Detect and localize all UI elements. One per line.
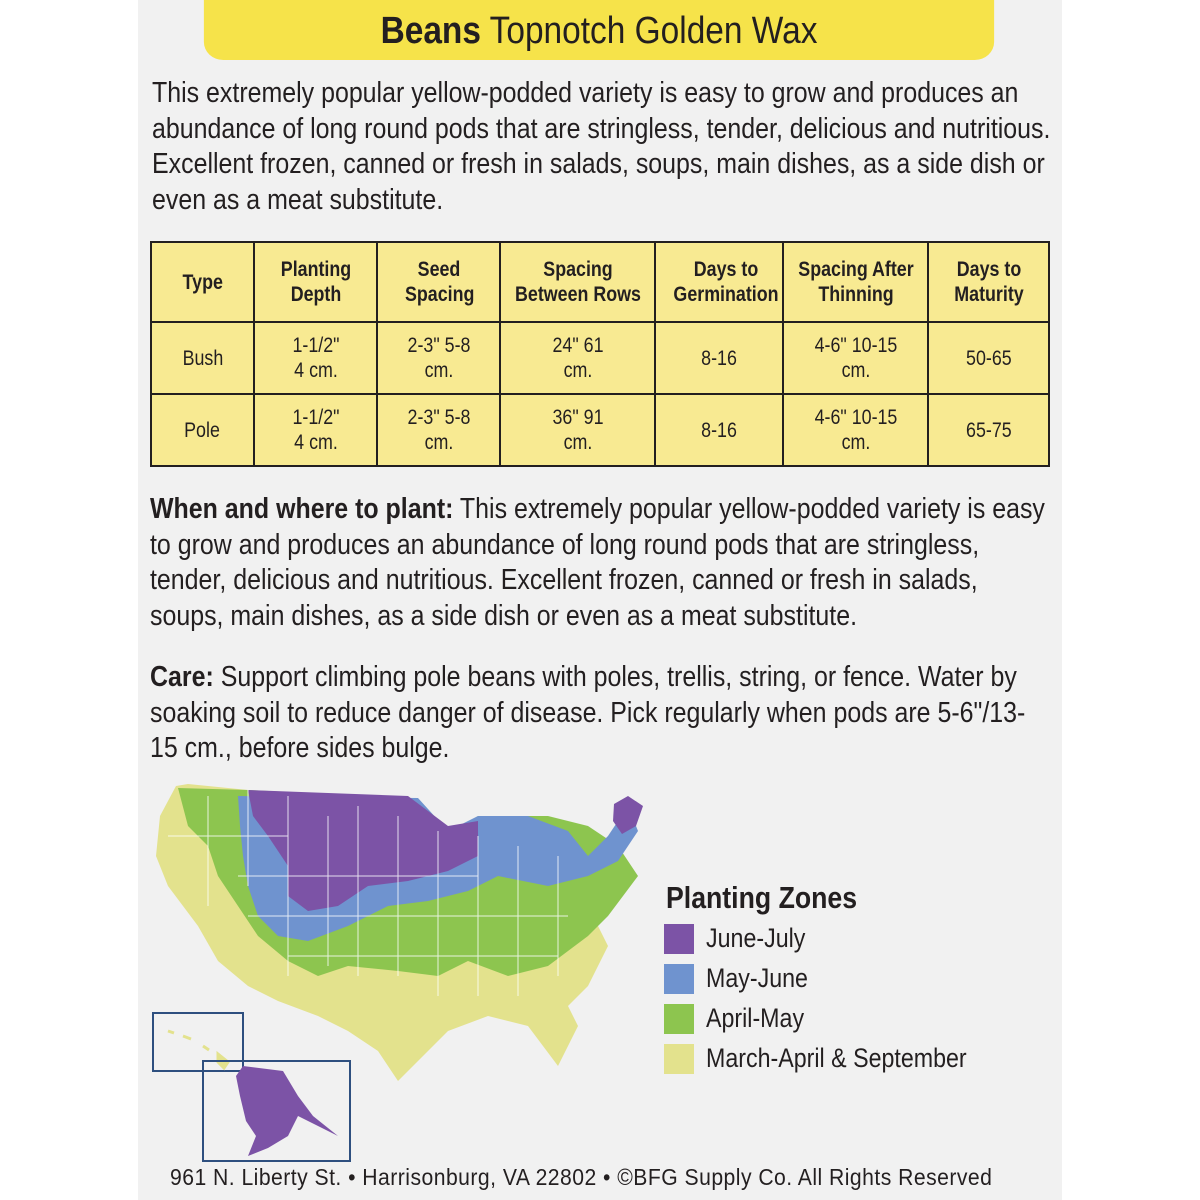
header-spacing-between-rows: Spacing Between Rows <box>499 241 656 323</box>
title-variety: Topnotch Golden Wax <box>489 10 818 52</box>
legend-label: April-May <box>706 1003 805 1033</box>
header-spacing-after-thinning: Spacing After Thinning <box>782 241 929 323</box>
table-row: Pole 1-1/2" 4 cm. 2-3" 5-8 cm. 36" 91 cm… <box>150 393 1050 467</box>
hawaii-islands <box>167 1029 231 1071</box>
planting-zones-map <box>152 784 643 1162</box>
legend-label: May-June <box>706 963 808 993</box>
when-text: This extremely popular yellow-podded var… <box>150 493 1045 632</box>
care-paragraph: Care: Support climbing pole beans with p… <box>150 660 1053 767</box>
table-cell: Bush <box>150 321 255 395</box>
table-cell: 8-16 <box>654 321 784 395</box>
zone-june-july-maine <box>613 796 643 834</box>
header-days-to-maturity: Days to Maturity <box>927 241 1050 323</box>
legend-swatch-march-april-september <box>664 1044 694 1074</box>
table-cell: 8-16 <box>654 393 784 467</box>
table-row: Bush 1-1/2" 4 cm. 2-3" 5-8 cm. 24" 61 cm… <box>150 321 1050 395</box>
legend-label: June-July <box>706 923 806 953</box>
care-label: Care: <box>150 661 214 693</box>
legend-swatch-april-may <box>664 1004 694 1034</box>
table-cell: 4-6" 10-15 cm. <box>782 321 929 395</box>
intro-paragraph: This extremely popular yellow-podded var… <box>152 77 1051 216</box>
table-cell: 36" 91 cm. <box>499 393 656 467</box>
table-cell: 24" 61 cm. <box>499 321 656 395</box>
when-label: When and where to plant: <box>150 493 454 525</box>
alaska-inset-frame <box>202 1060 351 1162</box>
legend-swatch-may-june <box>664 964 694 994</box>
header-seed-spacing: Seed Spacing <box>376 241 501 323</box>
legend-title: Planting Zones <box>666 880 858 915</box>
planting-table: Type Planting Depth Seed Spacing Spacing… <box>150 241 1050 467</box>
table-cell: 1-1/2" 4 cm. <box>253 321 378 395</box>
table-header-row: Type Planting Depth Seed Spacing Spacing… <box>150 241 1050 323</box>
when-to-plant-paragraph: When and where to plant: This extremely … <box>150 492 1053 634</box>
alaska-shape <box>236 1066 338 1156</box>
header-planting-depth: Planting Depth <box>253 241 378 323</box>
zone-june-july-area <box>248 790 478 911</box>
table-cell: 65-75 <box>927 393 1050 467</box>
title-bold: Beans <box>380 10 481 52</box>
hawaii-inset-frame <box>152 1012 244 1072</box>
legend-swatch-june-july <box>664 924 694 954</box>
legend-label: March-April & September <box>706 1043 967 1073</box>
header-days-to-germination: Days to Germination <box>654 241 784 323</box>
table-cell: 4-6" 10-15 cm. <box>782 393 929 467</box>
table-cell: 1-1/2" 4 cm. <box>253 393 378 467</box>
care-text: Support climbing pole beans with poles, … <box>150 661 1026 764</box>
state-borders <box>168 790 568 996</box>
header-type: Type <box>150 241 255 323</box>
table-cell: 2-3" 5-8 cm. <box>376 321 501 395</box>
table-cell: Pole <box>150 393 255 467</box>
table-cell: 2-3" 5-8 cm. <box>376 393 501 467</box>
footer-address: 961 N. Liberty St. • Harrisonburg, VA 22… <box>170 1164 993 1190</box>
table-cell: 50-65 <box>927 321 1050 395</box>
title-banner: Beans Topnotch Golden Wax <box>203 0 995 60</box>
